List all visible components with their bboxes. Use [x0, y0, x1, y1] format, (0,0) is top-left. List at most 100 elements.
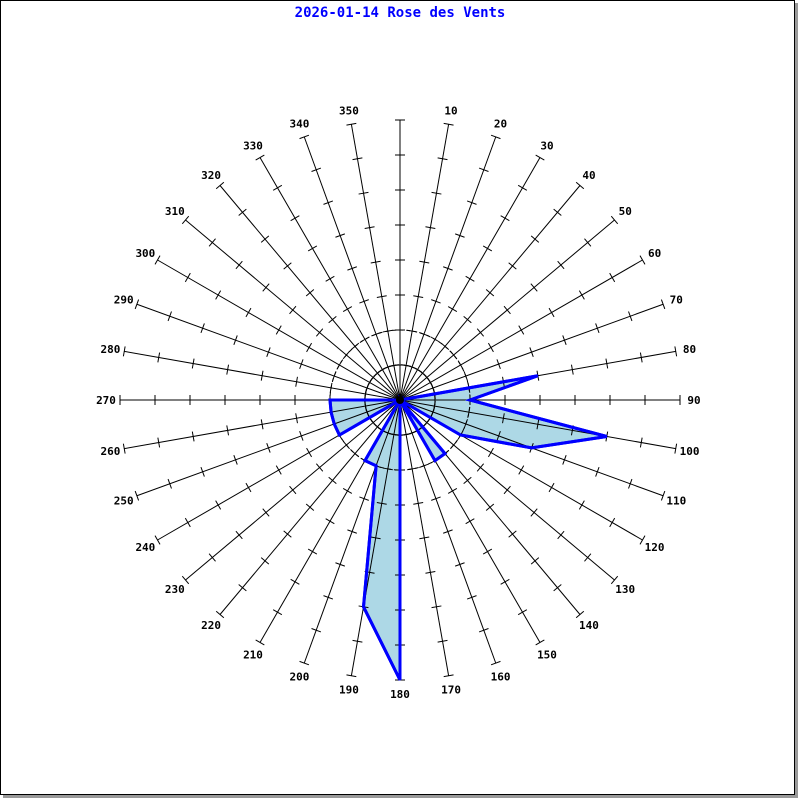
axis-tick-290-5 [233, 335, 238, 346]
axis-tick-250-3 [299, 431, 304, 441]
axis-tick-40-5 [508, 262, 517, 270]
axis-tick-80-6 [605, 358, 609, 369]
axis-tick-170-6 [431, 605, 442, 609]
axis-tick-130-7 [584, 553, 592, 562]
axis-tick-210-5 [307, 548, 318, 555]
axis-tick-230-8 [181, 575, 190, 585]
axis-tick-160-5 [454, 562, 465, 567]
axis-tick-160-6 [466, 595, 477, 600]
axis-tick-310-7 [208, 238, 216, 247]
direction-label-240: 240 [135, 541, 155, 554]
axis-tick-300-8 [154, 255, 161, 265]
axis-tick-340-4 [347, 266, 357, 271]
axis-tick-30-8 [535, 154, 545, 161]
axis-tick-250-6 [200, 466, 205, 477]
axis-tick-110-5 [562, 454, 567, 465]
axis-tick-140-8 [575, 610, 585, 619]
axis-tick-220-3 [328, 476, 337, 485]
axis-tick-100-4 [536, 419, 540, 430]
direction-label-140: 140 [579, 619, 599, 632]
axis-tick-330-4 [325, 275, 335, 282]
axis-tick-320-3 [328, 315, 337, 324]
axis-tick-320-8 [215, 181, 225, 190]
axis-tick-30-5 [482, 245, 493, 252]
direction-label-270: 270 [96, 394, 116, 407]
axis-tick-60-4 [518, 325, 525, 335]
axis-tick-70-3 [496, 359, 501, 369]
axis-tick-330-8 [255, 154, 265, 161]
axis-tick-250-8 [134, 490, 140, 501]
axis-tick-260-6 [191, 431, 195, 442]
axis-tick-170-4 [419, 536, 430, 540]
axis-tick-310-8 [181, 215, 190, 225]
axis-tick-220-7 [238, 584, 247, 592]
axis-tick-190-3 [376, 502, 387, 505]
axis-tick-340-3 [359, 299, 369, 304]
axis-tick-350-3 [376, 295, 387, 298]
direction-label-340: 340 [290, 118, 310, 131]
axis-tick-130-6 [557, 530, 565, 540]
axis-tick-240-6 [215, 500, 222, 510]
axis-tick-150-6 [500, 578, 510, 585]
axis-tick-120-3 [487, 447, 494, 458]
axis-tick-130-5 [530, 508, 538, 517]
axis-tick-130-4 [503, 485, 511, 495]
axis-tick-350-5 [364, 226, 375, 230]
axis-tick-320-4 [305, 289, 315, 297]
axis-tick-210-4 [325, 518, 335, 525]
axis-tick-190-7 [352, 639, 363, 643]
direction-label-230: 230 [165, 583, 185, 596]
axis-tick-350-7 [352, 157, 363, 161]
axis-tick-50-4 [503, 305, 511, 315]
axis-tick-50-3 [476, 328, 485, 337]
axis-tick-130-3 [476, 463, 485, 472]
axis-tick-150-8 [535, 639, 545, 646]
axis-tick-20-6 [466, 200, 477, 205]
axis-tick-40-7 [553, 208, 562, 216]
axis-tick-30-7 [517, 184, 528, 191]
axis-tick-110-8 [660, 490, 666, 501]
axis-tick-250-4 [266, 443, 271, 453]
axis-tick-60-8 [639, 255, 646, 265]
direction-label-320: 320 [201, 169, 221, 182]
axis-tick-310-5 [262, 283, 270, 292]
axis-tick-10-8 [443, 122, 454, 126]
axis-tick-80-5 [570, 364, 574, 375]
axis-tick-20-3 [431, 299, 441, 304]
direction-label-10: 10 [444, 104, 457, 117]
axis-tick-70-8 [660, 299, 666, 310]
axis-tick-30-6 [500, 215, 510, 222]
axis-tick-50-7 [584, 238, 592, 247]
axis-tick-50-6 [557, 260, 565, 270]
direction-label-220: 220 [201, 619, 221, 632]
chart-title: 2026-01-14 Rose des Vents [294, 5, 506, 21]
axis-tick-340-7 [311, 167, 322, 172]
axis-tick-20-5 [454, 233, 465, 238]
axis-tick-20-4 [443, 266, 453, 271]
axis-tick-220-8 [215, 610, 225, 619]
direction-label-260: 260 [101, 445, 121, 458]
axis-tick-70-5 [562, 335, 567, 346]
direction-label-330: 330 [243, 139, 263, 152]
direction-label-210: 210 [243, 649, 263, 662]
direction-label-80: 80 [683, 343, 696, 356]
axis-tick-120-8 [639, 535, 646, 545]
axis-tick-50-8 [610, 215, 619, 225]
direction-label-130: 130 [615, 583, 635, 596]
axis-tick-170-5 [425, 570, 436, 574]
direction-label-150: 150 [537, 649, 557, 662]
direction-label-60: 60 [648, 247, 661, 260]
axis-tick-220-4 [305, 503, 315, 511]
axis-tick-140-4 [485, 503, 495, 511]
axis-tick-200-4 [347, 529, 357, 534]
axis-tick-230-6 [235, 530, 243, 540]
axis-tick-70-7 [628, 311, 633, 322]
axis-tick-30-4 [465, 275, 475, 282]
axis-tick-160-8 [490, 660, 501, 666]
axis-tick-340-6 [323, 200, 334, 205]
axis-tick-280-8 [122, 346, 126, 357]
axis-tick-280-4 [260, 370, 264, 381]
axis-tick-340-8 [299, 134, 310, 140]
axis-tick-300-3 [306, 342, 313, 353]
